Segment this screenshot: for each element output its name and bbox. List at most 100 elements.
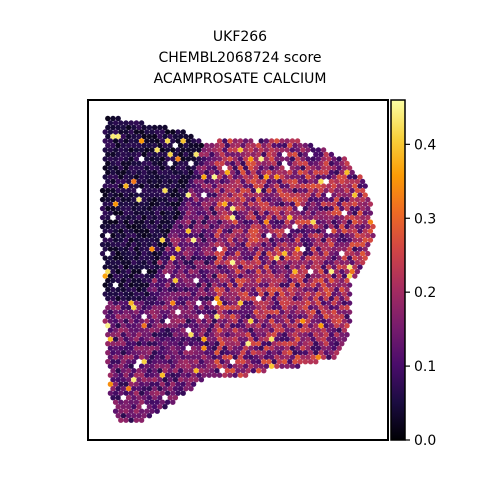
- data-spot: [190, 345, 197, 351]
- data-spot: [219, 232, 225, 239]
- data-spot: [242, 174, 249, 180]
- data-spot: [354, 205, 361, 212]
- data-spot: [146, 268, 153, 275]
- data-spot: [115, 196, 121, 203]
- data-spot: [125, 223, 132, 230]
- data-spot: [203, 241, 210, 248]
- data-spot: [209, 313, 215, 320]
- data-spot: [170, 228, 176, 234]
- data-spot: [211, 210, 218, 216]
- data-spot: [219, 142, 225, 149]
- data-spot: [232, 138, 238, 144]
- data-spot: [313, 295, 319, 302]
- data-spot: [336, 219, 342, 225]
- data-spot: [359, 232, 366, 239]
- data-spot: [136, 295, 142, 302]
- data-spot: [110, 350, 116, 356]
- data-spot: [302, 196, 309, 203]
- data-spot: [120, 133, 127, 140]
- data-spot: [188, 350, 194, 356]
- data-spot: [294, 264, 301, 270]
- data-spot: [136, 413, 142, 419]
- data-spot: [107, 327, 114, 333]
- data-spot: [128, 219, 134, 225]
- data-spot: [253, 246, 259, 252]
- data-spot: [128, 237, 134, 243]
- data-spot: [175, 138, 181, 144]
- data-spot: [300, 201, 306, 207]
- data-spot: [180, 192, 186, 198]
- data-spot: [323, 178, 329, 185]
- data-spot: [307, 196, 314, 203]
- data-spot: [320, 327, 327, 333]
- data-spot: [248, 327, 254, 333]
- data-spot: [245, 196, 251, 203]
- data-spot: [214, 187, 220, 194]
- data-spot: [146, 124, 153, 131]
- data-spot: [227, 147, 233, 153]
- data-spot: [198, 196, 205, 203]
- data-spot: [268, 165, 275, 171]
- data-spot: [149, 183, 155, 189]
- data-spot: [164, 399, 171, 405]
- data-spot: [136, 286, 142, 293]
- data-spot: [198, 277, 205, 284]
- data-spot: [216, 318, 223, 324]
- data-spot: [359, 223, 366, 230]
- data-spot: [289, 363, 296, 369]
- data-spot: [201, 255, 207, 261]
- data-spot: [131, 187, 137, 194]
- data-spot: [172, 196, 179, 203]
- data-spot: [326, 273, 332, 279]
- data-spot: [172, 341, 179, 347]
- data-spot: [237, 318, 244, 324]
- data-spot: [136, 341, 142, 347]
- data-spot: [125, 124, 132, 131]
- data-spot: [136, 187, 142, 194]
- data-spot: [133, 318, 140, 324]
- data-spot: [237, 291, 244, 297]
- data-spot: [105, 115, 111, 122]
- data-spot: [250, 232, 257, 239]
- data-spot: [261, 250, 267, 257]
- data-spot: [302, 232, 309, 239]
- data-spot: [162, 323, 168, 329]
- data-spot: [183, 286, 189, 293]
- data-spot: [302, 304, 309, 311]
- data-spot: [151, 359, 158, 365]
- data-spot: [136, 386, 142, 392]
- data-spot: [222, 327, 228, 333]
- data-spot: [237, 219, 244, 225]
- data-spot: [216, 219, 223, 225]
- data-spot: [180, 300, 186, 306]
- data-spot: [149, 336, 155, 342]
- data-spot: [131, 341, 137, 347]
- data-spot: [279, 156, 285, 162]
- data-spot: [224, 250, 231, 257]
- data-spot: [328, 178, 335, 185]
- data-spot: [151, 286, 158, 293]
- data-spot: [365, 241, 371, 248]
- data-spot: [313, 286, 319, 293]
- data-spot: [125, 413, 132, 419]
- data-spot: [136, 160, 142, 167]
- data-spot: [349, 277, 355, 284]
- data-spot: [266, 350, 272, 356]
- data-spot: [326, 327, 332, 333]
- data-spot: [287, 286, 293, 293]
- data-spot: [237, 282, 244, 288]
- data-spot: [201, 228, 207, 234]
- data-spot: [229, 323, 236, 329]
- data-spot: [120, 223, 127, 230]
- data-spot: [333, 332, 340, 338]
- data-spot: [170, 381, 176, 387]
- data-spot: [193, 313, 199, 320]
- data-spot: [365, 196, 371, 203]
- data-spot: [250, 359, 257, 365]
- data-spot: [284, 237, 290, 243]
- data-spot: [214, 368, 220, 374]
- data-spot: [190, 336, 197, 342]
- data-spot: [154, 291, 160, 297]
- data-spot: [214, 341, 220, 347]
- data-spot: [263, 363, 270, 369]
